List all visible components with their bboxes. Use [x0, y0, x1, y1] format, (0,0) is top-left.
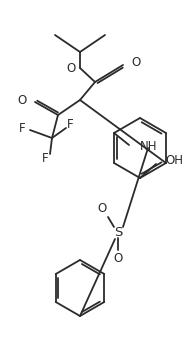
Text: O: O	[97, 201, 107, 214]
Text: NH: NH	[140, 141, 157, 154]
Text: F: F	[19, 121, 25, 134]
Text: O: O	[67, 62, 76, 75]
Text: F: F	[42, 152, 48, 165]
Text: O: O	[18, 94, 27, 107]
Text: O: O	[131, 56, 140, 69]
Text: OH: OH	[165, 155, 183, 168]
Text: O: O	[113, 251, 123, 264]
Text: S: S	[114, 225, 122, 238]
Text: F: F	[67, 118, 73, 132]
